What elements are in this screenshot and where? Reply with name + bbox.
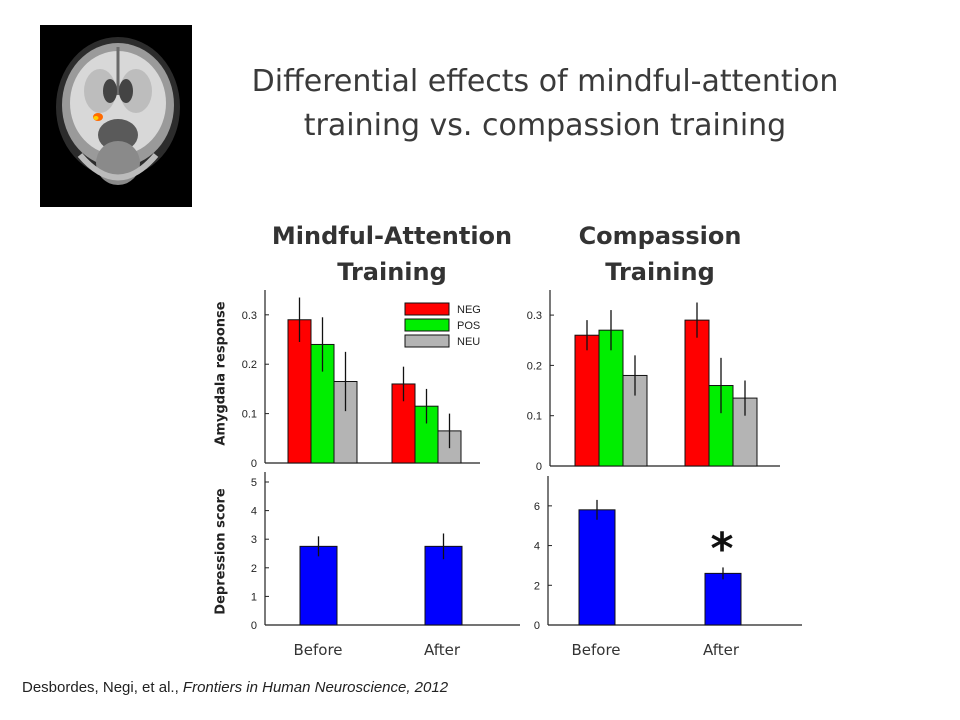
citation-journal: Frontiers in Human Neuroscience, 2012 bbox=[182, 679, 449, 696]
bar-dep-mindful-depression-score-after bbox=[424, 545, 463, 626]
y-tick-label-dep-mindful: 1 bbox=[251, 591, 257, 603]
y-tick-label-dep-compassion: 4 bbox=[534, 541, 540, 553]
column-title-mindful-line1: Mindful-Attention bbox=[271, 222, 513, 250]
chart-amyg-mindful: 0 0.1 0.2 0.3 NEG POS NEU bbox=[242, 290, 481, 470]
y-tick-label-dep-mindful: 2 bbox=[251, 563, 257, 575]
slide-title-line2: training vs. compassion training bbox=[303, 108, 787, 143]
column-title-compassion-line1: Compassion bbox=[578, 222, 742, 250]
chart-dep-compassion: 0 2 4 6 * bbox=[534, 476, 802, 632]
column-title-mindful-line2: Training bbox=[337, 258, 447, 286]
slide-title-line1: Differential effects of mindful-attentio… bbox=[251, 64, 839, 99]
bar-dep-mindful-depression-score-before bbox=[299, 545, 338, 626]
citation-authors: Desbordes, Negi, et al., bbox=[22, 679, 183, 696]
y-tick-label-amyg-compassion: 0.1 bbox=[527, 411, 542, 423]
bar-dep-compassion-depression-score-after bbox=[704, 572, 742, 626]
significance-asterisk: * bbox=[710, 523, 733, 574]
y-tick-label-amyg-mindful: 0.3 bbox=[242, 310, 257, 322]
bar-amyg-compassion-neg-after bbox=[684, 319, 710, 467]
legend-swatch-neg bbox=[404, 302, 450, 316]
slide-title: Differential effects of mindful-attentio… bbox=[225, 60, 865, 148]
column-title-compassion: Compassion Training bbox=[540, 218, 780, 290]
chart-amyg-compassion: 0 0.1 0.2 0.3 bbox=[527, 290, 780, 473]
y-tick-label-dep-mindful: 3 bbox=[251, 534, 257, 546]
legend-label-pos: POS bbox=[457, 320, 480, 332]
x-label-mindful-after: After bbox=[423, 641, 461, 659]
citation: Desbordes, Negi, et al., Frontiers in Hu… bbox=[22, 679, 448, 696]
y-tick-label-amyg-compassion: 0.3 bbox=[527, 310, 542, 322]
y-tick-label-dep-mindful: 5 bbox=[251, 477, 257, 489]
bar-amyg-compassion-pos-before bbox=[598, 329, 624, 467]
y-tick-label-amyg-mindful: 0.1 bbox=[242, 409, 257, 421]
legend-swatch-pos bbox=[404, 318, 450, 332]
legend-label-neg: NEG bbox=[457, 304, 481, 316]
legend-swatch-neu bbox=[404, 334, 450, 348]
y-tick-label-dep-mindful: 0 bbox=[251, 620, 257, 632]
column-title-mindful: Mindful-Attention Training bbox=[262, 218, 522, 290]
brain-mri-drawing bbox=[40, 25, 192, 207]
x-label-compassion-after: After bbox=[702, 641, 740, 659]
chart-dep-mindful: 0 1 2 3 4 5 bbox=[251, 472, 520, 632]
column-title-compassion-line2: Training bbox=[605, 258, 715, 286]
y-tick-label-amyg-compassion: 0.2 bbox=[527, 360, 542, 372]
bar-amyg-compassion-neg-before bbox=[574, 334, 600, 467]
y-tick-label-amyg-mindful: 0 bbox=[251, 458, 257, 470]
bar-dep-compassion-depression-score-before bbox=[578, 509, 616, 626]
y-tick-label-dep-compassion: 0 bbox=[534, 620, 540, 632]
brain-mri-image bbox=[40, 25, 192, 207]
y-tick-label-dep-compassion: 6 bbox=[534, 501, 540, 513]
y-tick-label-amyg-mindful: 0.2 bbox=[242, 359, 257, 371]
x-label-compassion-before: Before bbox=[571, 641, 621, 659]
y-tick-label-dep-compassion: 2 bbox=[534, 580, 540, 592]
x-label-mindful-before: Before bbox=[293, 641, 343, 659]
y-tick-label-amyg-compassion: 0 bbox=[536, 461, 542, 473]
y-tick-label-dep-mindful: 4 bbox=[251, 506, 257, 518]
legend-label-neu: NEU bbox=[457, 336, 480, 348]
